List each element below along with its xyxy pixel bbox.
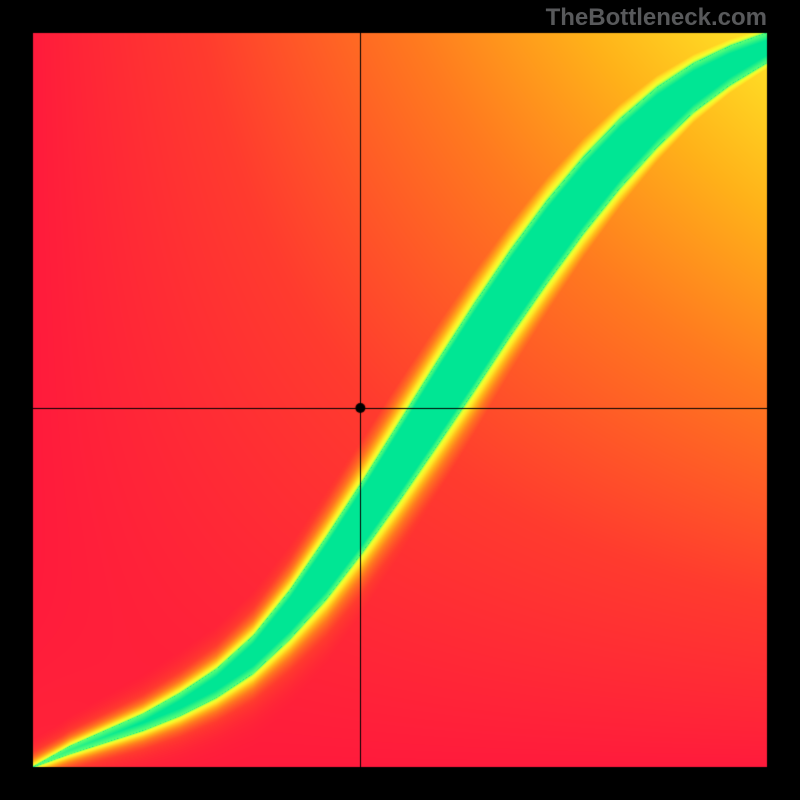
chart-container: TheBottleneck.com (0, 0, 800, 800)
watermark-text: TheBottleneck.com (546, 4, 767, 32)
bottleneck-heatmap (0, 0, 800, 800)
